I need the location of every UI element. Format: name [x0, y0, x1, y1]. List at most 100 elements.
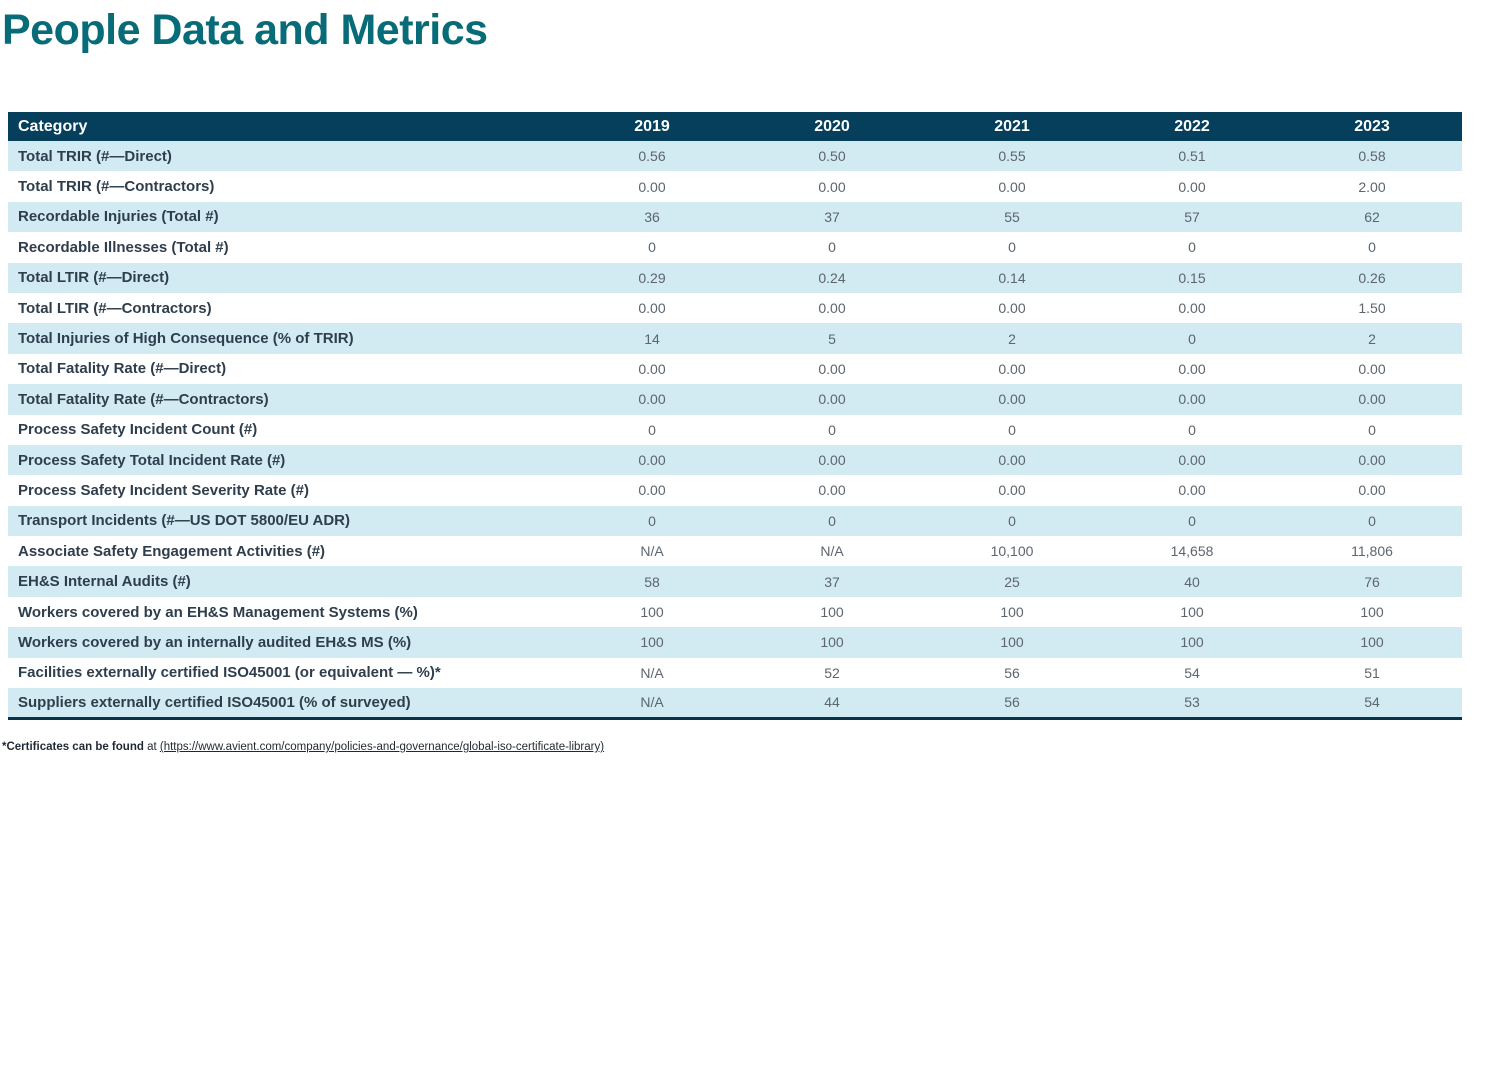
table-row: Suppliers externally certified ISO45001 …: [8, 688, 1462, 719]
cell-value: 0: [922, 505, 1102, 537]
row-label: Total TRIR (#—Contractors): [8, 171, 562, 202]
cell-value: 0.00: [922, 171, 1102, 202]
row-label: Recordable Illnesses (Total #): [8, 232, 562, 263]
row-label: Associate Safety Engagement Activities (…: [8, 536, 562, 567]
column-header-2022: 2022: [1102, 112, 1282, 141]
cell-value: 0.00: [1102, 171, 1282, 202]
table-row: Recordable Injuries (Total #) 36 37 55 57 62: [8, 201, 1462, 233]
cell-value: 0.00: [922, 353, 1102, 385]
cell-value: 0: [1282, 505, 1462, 537]
cell-value: 0.00: [922, 475, 1102, 506]
cell-value: 100: [922, 627, 1102, 658]
cell-value: 100: [922, 596, 1102, 628]
row-label: Recordable Injuries (Total #): [8, 201, 562, 233]
cell-value: 25: [922, 566, 1102, 597]
cell-value: 0: [1282, 414, 1462, 445]
cell-value: 0.00: [922, 444, 1102, 476]
row-label: Workers covered by an EH&S Management Sy…: [8, 596, 562, 628]
row-label: Total LTIR (#—Direct): [8, 262, 562, 293]
cell-value: 100: [1102, 596, 1282, 628]
row-label: Process Safety Incident Severity Rate (#…: [8, 475, 562, 506]
cell-value: 58: [562, 566, 742, 597]
cell-value: 0: [922, 414, 1102, 445]
table-row: Total TRIR (#—Direct) 0.56 0.50 0.55 0.51 0.5…: [8, 141, 1462, 172]
table-row: Total Injuries of High Consequence (% of…: [8, 323, 1462, 354]
cell-value: 0.14: [922, 262, 1102, 293]
cell-value: 100: [742, 627, 922, 658]
cell-value: 0.00: [1282, 384, 1462, 415]
cell-value: 0: [742, 505, 922, 537]
table-row: Process Safety Incident Count (#) 0 0 0 0 0: [8, 414, 1462, 445]
cell-value: 0.00: [562, 384, 742, 415]
row-label: Total LTIR (#—Contractors): [8, 292, 562, 324]
column-header-category: Category: [8, 112, 562, 141]
cell-value: N/A: [742, 536, 922, 567]
cell-value: 0.00: [742, 475, 922, 506]
cell-value: 2: [922, 323, 1102, 354]
table-row: Process Safety Incident Severity Rate (#…: [8, 475, 1462, 506]
cell-value: 0.00: [742, 171, 922, 202]
table-row: Transport Incidents (#—US DOT 5800/EU AD…: [8, 505, 1462, 537]
cell-value: 0.50: [742, 141, 922, 172]
cell-value: 0.24: [742, 262, 922, 293]
row-label: Transport Incidents (#—US DOT 5800/EU AD…: [8, 505, 562, 537]
cell-value: 44: [742, 688, 922, 719]
row-label: Process Safety Incident Count (#): [8, 414, 562, 445]
cell-value: 14,658: [1102, 536, 1282, 567]
cell-value: 2: [1282, 323, 1462, 354]
cell-value: 0.00: [1102, 353, 1282, 385]
cell-value: 54: [1282, 688, 1462, 719]
cell-value: 0: [1102, 414, 1282, 445]
table-row: Associate Safety Engagement Activities (…: [8, 536, 1462, 567]
cell-value: 0.00: [922, 292, 1102, 324]
cell-value: 54: [1102, 657, 1282, 689]
footnote-link[interactable]: (https://www.avient.com/company/policies…: [159, 741, 605, 753]
row-label: EH&S Internal Audits (#): [8, 566, 562, 597]
cell-value: 2.00: [1282, 171, 1462, 202]
cell-value: 0.29: [562, 262, 742, 293]
cell-value: N/A: [562, 536, 742, 567]
table-header: Category 2019 2020 2021 2022 2023: [8, 112, 1462, 141]
cell-value: 0.00: [1102, 292, 1282, 324]
cell-value: 100: [1282, 627, 1462, 658]
cell-value: 14: [562, 323, 742, 354]
cell-value: 0: [742, 232, 922, 263]
cell-value: 0: [562, 505, 742, 537]
cell-value: 0.51: [1102, 141, 1282, 172]
row-label: Facilities externally certified ISO45001…: [8, 657, 562, 689]
cell-value: 0.56: [562, 141, 742, 172]
row-label: Suppliers externally certified ISO45001 …: [8, 688, 562, 719]
page-title: People Data and Metrics: [2, 6, 488, 54]
table-body: Total TRIR (#—Direct) 0.56 0.50 0.55 0.51 0.5…: [8, 141, 1462, 719]
cell-value: 53: [1102, 688, 1282, 719]
cell-value: 76: [1282, 566, 1462, 597]
table-row: EH&S Internal Audits (#) 58 37 25 40 76: [8, 566, 1462, 597]
table-row: Recordable Illnesses (Total #) 0 0 0 0 0: [8, 232, 1462, 263]
table-row: Total LTIR (#—Direct) 0.29 0.24 0.14 0.15 0.2…: [8, 262, 1462, 293]
row-label: Total TRIR (#—Direct): [8, 141, 562, 172]
cell-value: 36: [562, 201, 742, 233]
cell-value: 37: [742, 566, 922, 597]
table-row: Facilities externally certified ISO45001…: [8, 657, 1462, 689]
cell-value: 1.50: [1282, 292, 1462, 324]
cell-value: 0.15: [1102, 262, 1282, 293]
cell-value: 0.00: [742, 353, 922, 385]
table-row: Total TRIR (#—Contractors) 0.00 0.00 0.00 0.…: [8, 171, 1462, 202]
footnote-bold-text: *Certificates can be found: [2, 741, 144, 753]
table-row: Total LTIR (#—Contractors) 0.00 0.00 0.00 0.…: [8, 292, 1462, 324]
cell-value: 0: [922, 232, 1102, 263]
cell-value: 0.00: [562, 292, 742, 324]
cell-value: 56: [922, 688, 1102, 719]
table-row: Workers covered by an internally audited…: [8, 627, 1462, 658]
cell-value: 52: [742, 657, 922, 689]
people-metrics-table: Category 2019 2020 2021 2022 2023 Total …: [8, 112, 1462, 720]
table-row: Total Fatality Rate (#—Direct) 0.00 0.00 0.…: [8, 353, 1462, 385]
cell-value: 0: [562, 414, 742, 445]
cell-value: 0.00: [562, 475, 742, 506]
cell-value: 100: [1102, 627, 1282, 658]
cell-value: 0: [1102, 232, 1282, 263]
column-header-2019: 2019: [562, 112, 742, 141]
cell-value: 40: [1102, 566, 1282, 597]
row-label: Process Safety Total Incident Rate (#): [8, 444, 562, 476]
cell-value: 100: [562, 596, 742, 628]
